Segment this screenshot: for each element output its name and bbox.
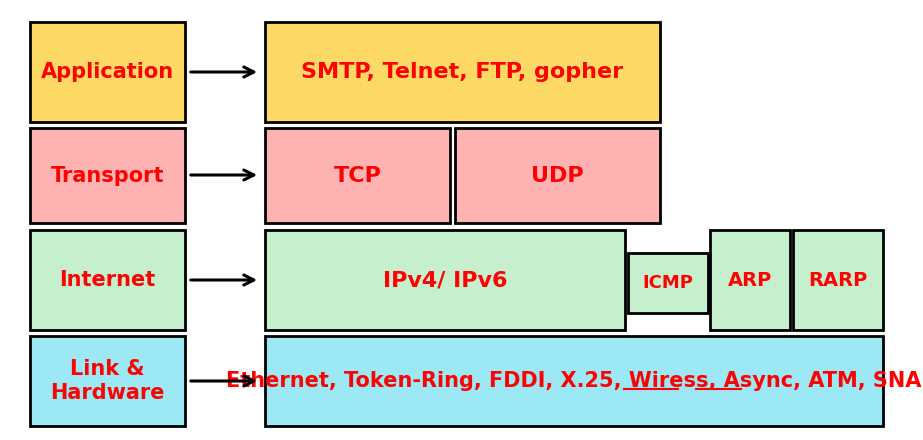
Text: Application: Application	[41, 62, 174, 82]
Bar	[30, 22, 185, 122]
Text: Transport: Transport	[51, 165, 164, 186]
Text: UDP: UDP	[532, 165, 584, 186]
Bar	[30, 230, 185, 330]
Bar	[793, 230, 883, 330]
Bar	[30, 336, 185, 426]
Bar	[628, 253, 708, 313]
Text: RARP: RARP	[809, 271, 868, 290]
Bar	[265, 128, 450, 223]
Text: TCP: TCP	[333, 165, 381, 186]
Bar	[265, 230, 625, 330]
Text: ARP: ARP	[728, 271, 773, 290]
Text: SMTP, Telnet, FTP, gopher: SMTP, Telnet, FTP, gopher	[302, 62, 624, 82]
Text: Internet: Internet	[59, 270, 156, 290]
Text: Link &
Hardware: Link & Hardware	[50, 359, 164, 403]
Text: ICMP: ICMP	[642, 274, 693, 292]
Text: IPv4/ IPv6: IPv4/ IPv6	[383, 270, 508, 290]
Text: Ethernet, Token-Ring, FDDI, X.25, Wiress, Async, ATM, SNA: Ethernet, Token-Ring, FDDI, X.25, Wiress…	[226, 371, 922, 391]
Bar	[455, 128, 660, 223]
Bar	[265, 22, 660, 122]
Bar	[710, 230, 790, 330]
Bar	[265, 336, 883, 426]
Bar	[30, 128, 185, 223]
